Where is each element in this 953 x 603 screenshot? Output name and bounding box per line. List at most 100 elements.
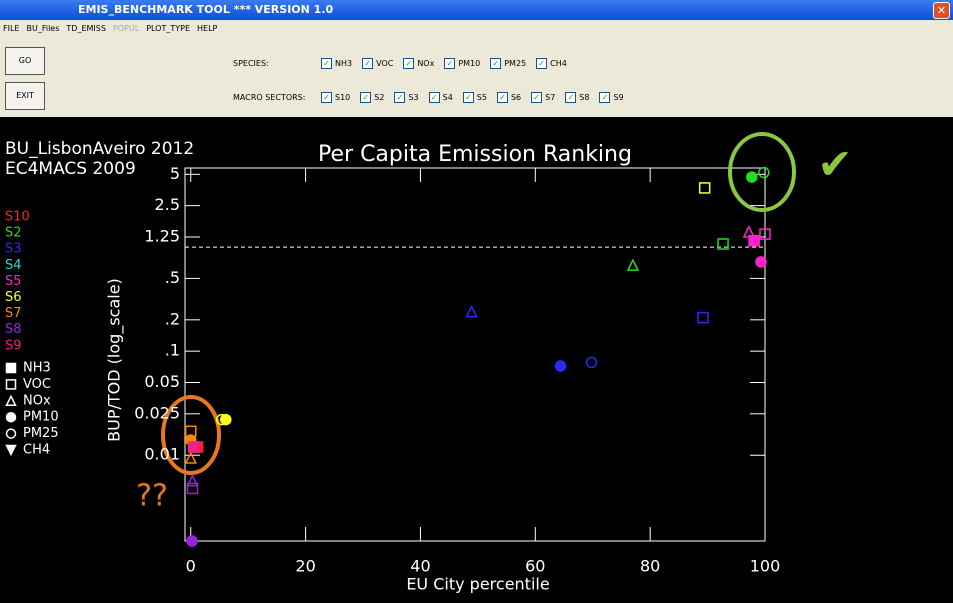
window-title: EMIS_BENCHMARK TOOL *** VERSION 1.0 [78, 3, 334, 16]
checkbox-label: NH3 [335, 59, 353, 68]
x-tick-label: 100 [750, 557, 781, 576]
menu-item: POPUL [112, 24, 140, 33]
x-tick-label: 60 [525, 557, 545, 576]
checkbox-option[interactable]: ✓ NH3 [321, 58, 352, 69]
legend-label: S2 [5, 226, 22, 241]
x-tick-label: 20 [295, 557, 315, 576]
panel-label: SPECIES: [233, 59, 269, 68]
data-point [186, 482, 199, 495]
checkbox-option[interactable]: ✓ S7 [531, 92, 555, 103]
checkbox[interactable]: ✓ [536, 58, 548, 69]
checkbox-label: S4 [442, 93, 453, 102]
legend-marker [5, 428, 17, 439]
checkbox-option[interactable]: ✓ CH4 [536, 58, 567, 69]
checkbox[interactable]: ✓ [531, 92, 543, 103]
menu-item[interactable]: HELP [197, 24, 218, 33]
data-point [187, 441, 200, 453]
legend-label: S6 [5, 290, 22, 305]
annotation: ?? [136, 479, 168, 514]
menu-item[interactable]: FILE [3, 24, 20, 33]
highlight-ellipse [161, 395, 221, 475]
checkbox-option[interactable]: ✓ S3 [394, 92, 419, 103]
legend-marker [5, 444, 17, 457]
data-point [748, 235, 760, 247]
subtitle: BU_LisbonAveiro 2012 [5, 139, 194, 159]
legend-label: NOx [23, 393, 51, 408]
checkbox-option[interactable]: ✓ S5 [462, 92, 487, 103]
data-point [697, 311, 709, 324]
checkbox[interactable]: ✓ [394, 92, 406, 103]
chart: Per Capita Emission Ranking BU_LisbonAvei… [0, 117, 953, 603]
data-point [585, 356, 598, 369]
data-point [186, 473, 199, 487]
checkbox-option[interactable]: ✓ S10 [321, 92, 350, 103]
title-bar: EMIS_BENCHMARK TOOL *** VERSION 1.0 ✕ [0, 0, 953, 20]
checkbox[interactable]: ✓ [403, 58, 415, 69]
checkbox-label: S10 [335, 93, 351, 102]
data-point [186, 535, 198, 547]
subtitle: EC4MACS 2009 [5, 159, 136, 179]
data-point [758, 166, 770, 179]
data-point [216, 413, 228, 426]
chart-title: Per Capita Emission Ranking [318, 142, 632, 167]
checkbox[interactable]: ✓ [599, 92, 611, 103]
y-tick-label: 0.025 [134, 403, 180, 422]
checkbox[interactable]: ✓ [565, 92, 577, 103]
checkbox[interactable]: ✓ [496, 92, 508, 103]
legend-label: S4 [5, 258, 22, 273]
checkbox[interactable]: ✓ [360, 92, 372, 103]
data-point [717, 238, 729, 250]
checkbox-option[interactable]: ✓ S8 [565, 92, 589, 103]
x-tick-label: 80 [640, 557, 660, 576]
y-tick-label: 2.5 [155, 195, 180, 214]
checkbox-label: PM10 [458, 59, 481, 68]
x-axis-label: EU City percentile [406, 575, 549, 594]
data-point [746, 171, 758, 183]
checkbox[interactable]: ✓ [321, 58, 332, 69]
checkbox-option[interactable]: ✓ NOx [403, 58, 434, 69]
close-button[interactable]: ✕ [933, 2, 950, 19]
checkbox[interactable]: ✓ [362, 58, 374, 69]
checkbox-label: S5 [476, 93, 487, 102]
legend-label: CH4 [23, 443, 50, 458]
checkbox[interactable]: ✓ [321, 92, 332, 103]
y-axis-label: BUP/TOD (log_scale) [105, 278, 125, 442]
checkbox[interactable]: ✓ [490, 58, 502, 69]
legend-marker [5, 362, 17, 374]
legend-label: S8 [5, 322, 22, 337]
sectors-panel: MACRO SECTORS: ✓ S10 ✓ S2 ✓ S3 ✓ S4 ✓ S5 ✓ S6 ✓ S7 ✓ S8 ✓… [233, 92, 634, 103]
checkbox-label: S3 [408, 93, 419, 102]
y-tick-label: 5 [170, 164, 180, 183]
checkbox-option[interactable]: ✓ PM10 [444, 58, 480, 69]
legend-label: S5 [5, 274, 22, 289]
exit-button[interactable]: EXIT [5, 82, 45, 110]
checkbox-option[interactable]: ✓ S6 [496, 92, 521, 103]
checkbox-label: VOC [376, 59, 394, 68]
go-button[interactable]: GO [5, 47, 45, 75]
checkbox[interactable]: ✓ [462, 92, 474, 103]
checkbox-option[interactable]: ✓ PM25 [490, 58, 526, 69]
highlight-ellipse [728, 132, 796, 212]
checkbox-option[interactable]: ✓ VOC [362, 58, 393, 69]
data-point [626, 258, 640, 271]
species-panel: SPECIES: ✓ NH3 ✓ VOC ✓ NOx ✓ PM10 ✓ PM25 ✓ CH4 [233, 58, 577, 69]
data-point [220, 413, 232, 426]
checkbox[interactable]: ✓ [444, 58, 456, 69]
checkbox-option[interactable]: ✓ S4 [428, 92, 453, 103]
checkbox-label: S7 [545, 93, 556, 102]
panel-label: MACRO SECTORS: [233, 93, 306, 102]
menu-item[interactable]: TD_EMISS [66, 24, 106, 33]
y-tick-label: 0.05 [144, 372, 180, 391]
checkbox-label: PM25 [504, 59, 527, 68]
checkbox-option[interactable]: ✓ S9 [599, 92, 624, 103]
checkbox-label: NOx [417, 59, 435, 68]
menu-item[interactable]: PLOT_TYPE [146, 24, 191, 33]
checkbox-option[interactable]: ✓ S2 [360, 92, 384, 103]
legend-marker [5, 394, 17, 407]
y-tick-label: 1.25 [144, 226, 180, 245]
data-point [759, 228, 771, 240]
checkbox[interactable]: ✓ [428, 92, 440, 103]
menu-item[interactable]: BU_Files [26, 24, 60, 33]
x-tick-label: 40 [410, 557, 430, 576]
